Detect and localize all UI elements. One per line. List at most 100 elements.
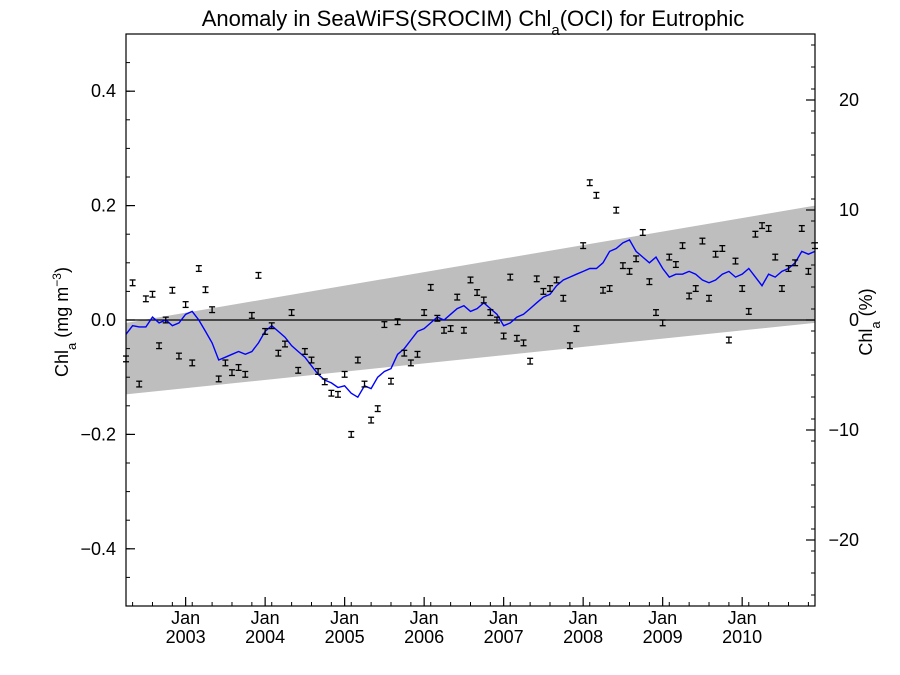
- anomaly-errorbar: [507, 273, 514, 281]
- x-tick-label-year: 2009: [643, 627, 683, 647]
- anomaly-errorbar: [467, 276, 474, 284]
- anomaly-errorbar: [759, 222, 766, 230]
- x-tick-label-month: Jan: [171, 608, 200, 628]
- anomaly-errorbar: [560, 294, 567, 302]
- anomaly-errorbar: [142, 295, 149, 303]
- anomaly-errorbar: [215, 375, 222, 383]
- anomaly-errorbar: [785, 265, 792, 273]
- anomaly-errorbar: [593, 191, 600, 199]
- anomaly-errorbar: [136, 380, 143, 388]
- anomaly-errorbar: [189, 359, 196, 367]
- axes: −0.4−0.20.00.20.4−20−1001020Jan2003Jan20…: [80, 33, 859, 647]
- x-tick-label-year: 2006: [404, 627, 444, 647]
- y-tick-label-left: 0.0: [91, 310, 116, 330]
- anomaly-errorbar: [248, 311, 255, 319]
- anomaly-errorbar: [427, 283, 434, 291]
- anomaly-errorbar: [686, 292, 693, 300]
- anomaly-errorbar: [275, 349, 282, 357]
- x-tick-label-month: Jan: [251, 608, 280, 628]
- monthly-anomaly-series: [123, 179, 818, 438]
- anomaly-errorbar: [719, 244, 726, 253]
- anomaly-errorbar: [308, 356, 315, 364]
- anomaly-errorbar: [354, 356, 361, 364]
- anomaly-errorbar: [169, 286, 176, 294]
- x-tick-label-year: 2003: [166, 627, 206, 647]
- chart-title: Anomaly in SeaWiFS(SROCIM) Chla(OCI) for…: [202, 6, 745, 39]
- anomaly-errorbar: [447, 325, 454, 333]
- x-tick-label-month: Jan: [569, 608, 598, 628]
- anomaly-errorbar: [368, 416, 375, 424]
- anomaly-errorbar: [288, 309, 295, 317]
- anomaly-errorbar: [520, 339, 527, 347]
- anomaly-errorbar: [268, 322, 275, 330]
- x-tick-label-month: Jan: [728, 608, 757, 628]
- y-tick-label-right: −10: [828, 420, 859, 440]
- anomaly-errorbar: [255, 271, 262, 279]
- anomaly-errorbar: [162, 316, 169, 324]
- anomaly-errorbar: [407, 359, 414, 367]
- x-tick-label-month: Jan: [410, 608, 439, 628]
- anomaly-errorbar: [805, 267, 812, 275]
- anomaly-errorbar: [282, 340, 289, 348]
- y-tick-label-left: −0.4: [80, 539, 116, 559]
- anomaly-errorbar: [699, 237, 706, 245]
- x-tick-label-year: 2005: [325, 627, 365, 647]
- anomaly-errorbar: [295, 366, 302, 374]
- anomaly-errorbar: [732, 257, 739, 265]
- anomaly-errorbar: [633, 255, 640, 263]
- y-tick-label-left: 0.2: [91, 196, 116, 216]
- anomaly-errorbar: [679, 242, 686, 250]
- anomaly-errorbar: [553, 276, 560, 284]
- y-tick-label-right: 20: [839, 90, 859, 110]
- anomaly-errorbar: [474, 289, 481, 297]
- anomaly-errorbar: [672, 261, 679, 269]
- anomaly-errorbar: [454, 293, 461, 301]
- anomaly-errorbar: [222, 359, 229, 367]
- anomaly-errorbar: [202, 286, 209, 294]
- anomaly-errorbar: [725, 336, 732, 344]
- anomaly-errorbar: [262, 327, 269, 335]
- anomaly-errorbar: [334, 390, 341, 398]
- anomaly-errorbar: [765, 224, 772, 232]
- x-tick-label-year: 2008: [563, 627, 603, 647]
- anomaly-errorbar: [175, 352, 182, 360]
- x-tick-label-month: Jan: [330, 608, 359, 628]
- anomaly-errorbar: [387, 377, 394, 385]
- anomaly-errorbar: [129, 279, 136, 287]
- anomaly-errorbar: [792, 259, 799, 267]
- anomaly-errorbar: [487, 309, 494, 317]
- anomaly-errorbar: [639, 228, 646, 236]
- anomaly-errorbar: [666, 253, 673, 261]
- x-tick-label-month: Jan: [489, 608, 518, 628]
- anomaly-errorbar: [441, 326, 448, 334]
- anomaly-errorbar: [600, 286, 607, 294]
- anomaly-errorbar: [315, 367, 322, 375]
- trend-band: [126, 205, 815, 395]
- y-tick-label-left: 0.4: [91, 81, 116, 101]
- anomaly-errorbar: [321, 378, 328, 386]
- anomaly-errorbar: [586, 179, 593, 187]
- anomaly-errorbar: [739, 285, 746, 293]
- anomaly-errorbar: [381, 321, 388, 329]
- anomaly-errorbar: [619, 262, 626, 270]
- x-tick-label-month: Jan: [648, 608, 677, 628]
- anomaly-errorbar: [480, 296, 487, 304]
- anomaly-errorbar: [547, 285, 554, 293]
- x-tick-label-year: 2004: [245, 627, 285, 647]
- anomaly-errorbar: [533, 275, 540, 283]
- anomaly-errorbar: [348, 430, 355, 438]
- y-tick-label-right: −20: [828, 530, 859, 550]
- x-tick-label-year: 2007: [484, 627, 524, 647]
- anomaly-errorbar: [182, 301, 189, 309]
- anomaly-errorbar: [374, 405, 381, 413]
- anomaly-errorbar: [301, 347, 308, 355]
- anomaly-errorbar: [228, 369, 235, 377]
- anomaly-errorbar: [460, 326, 467, 334]
- anomaly-errorbar: [209, 306, 216, 314]
- anomaly-errorbar: [328, 389, 335, 397]
- anomaly-errorbar: [778, 285, 785, 293]
- anomaly-errorbar: [566, 342, 573, 350]
- anomaly-errorbar: [401, 349, 408, 357]
